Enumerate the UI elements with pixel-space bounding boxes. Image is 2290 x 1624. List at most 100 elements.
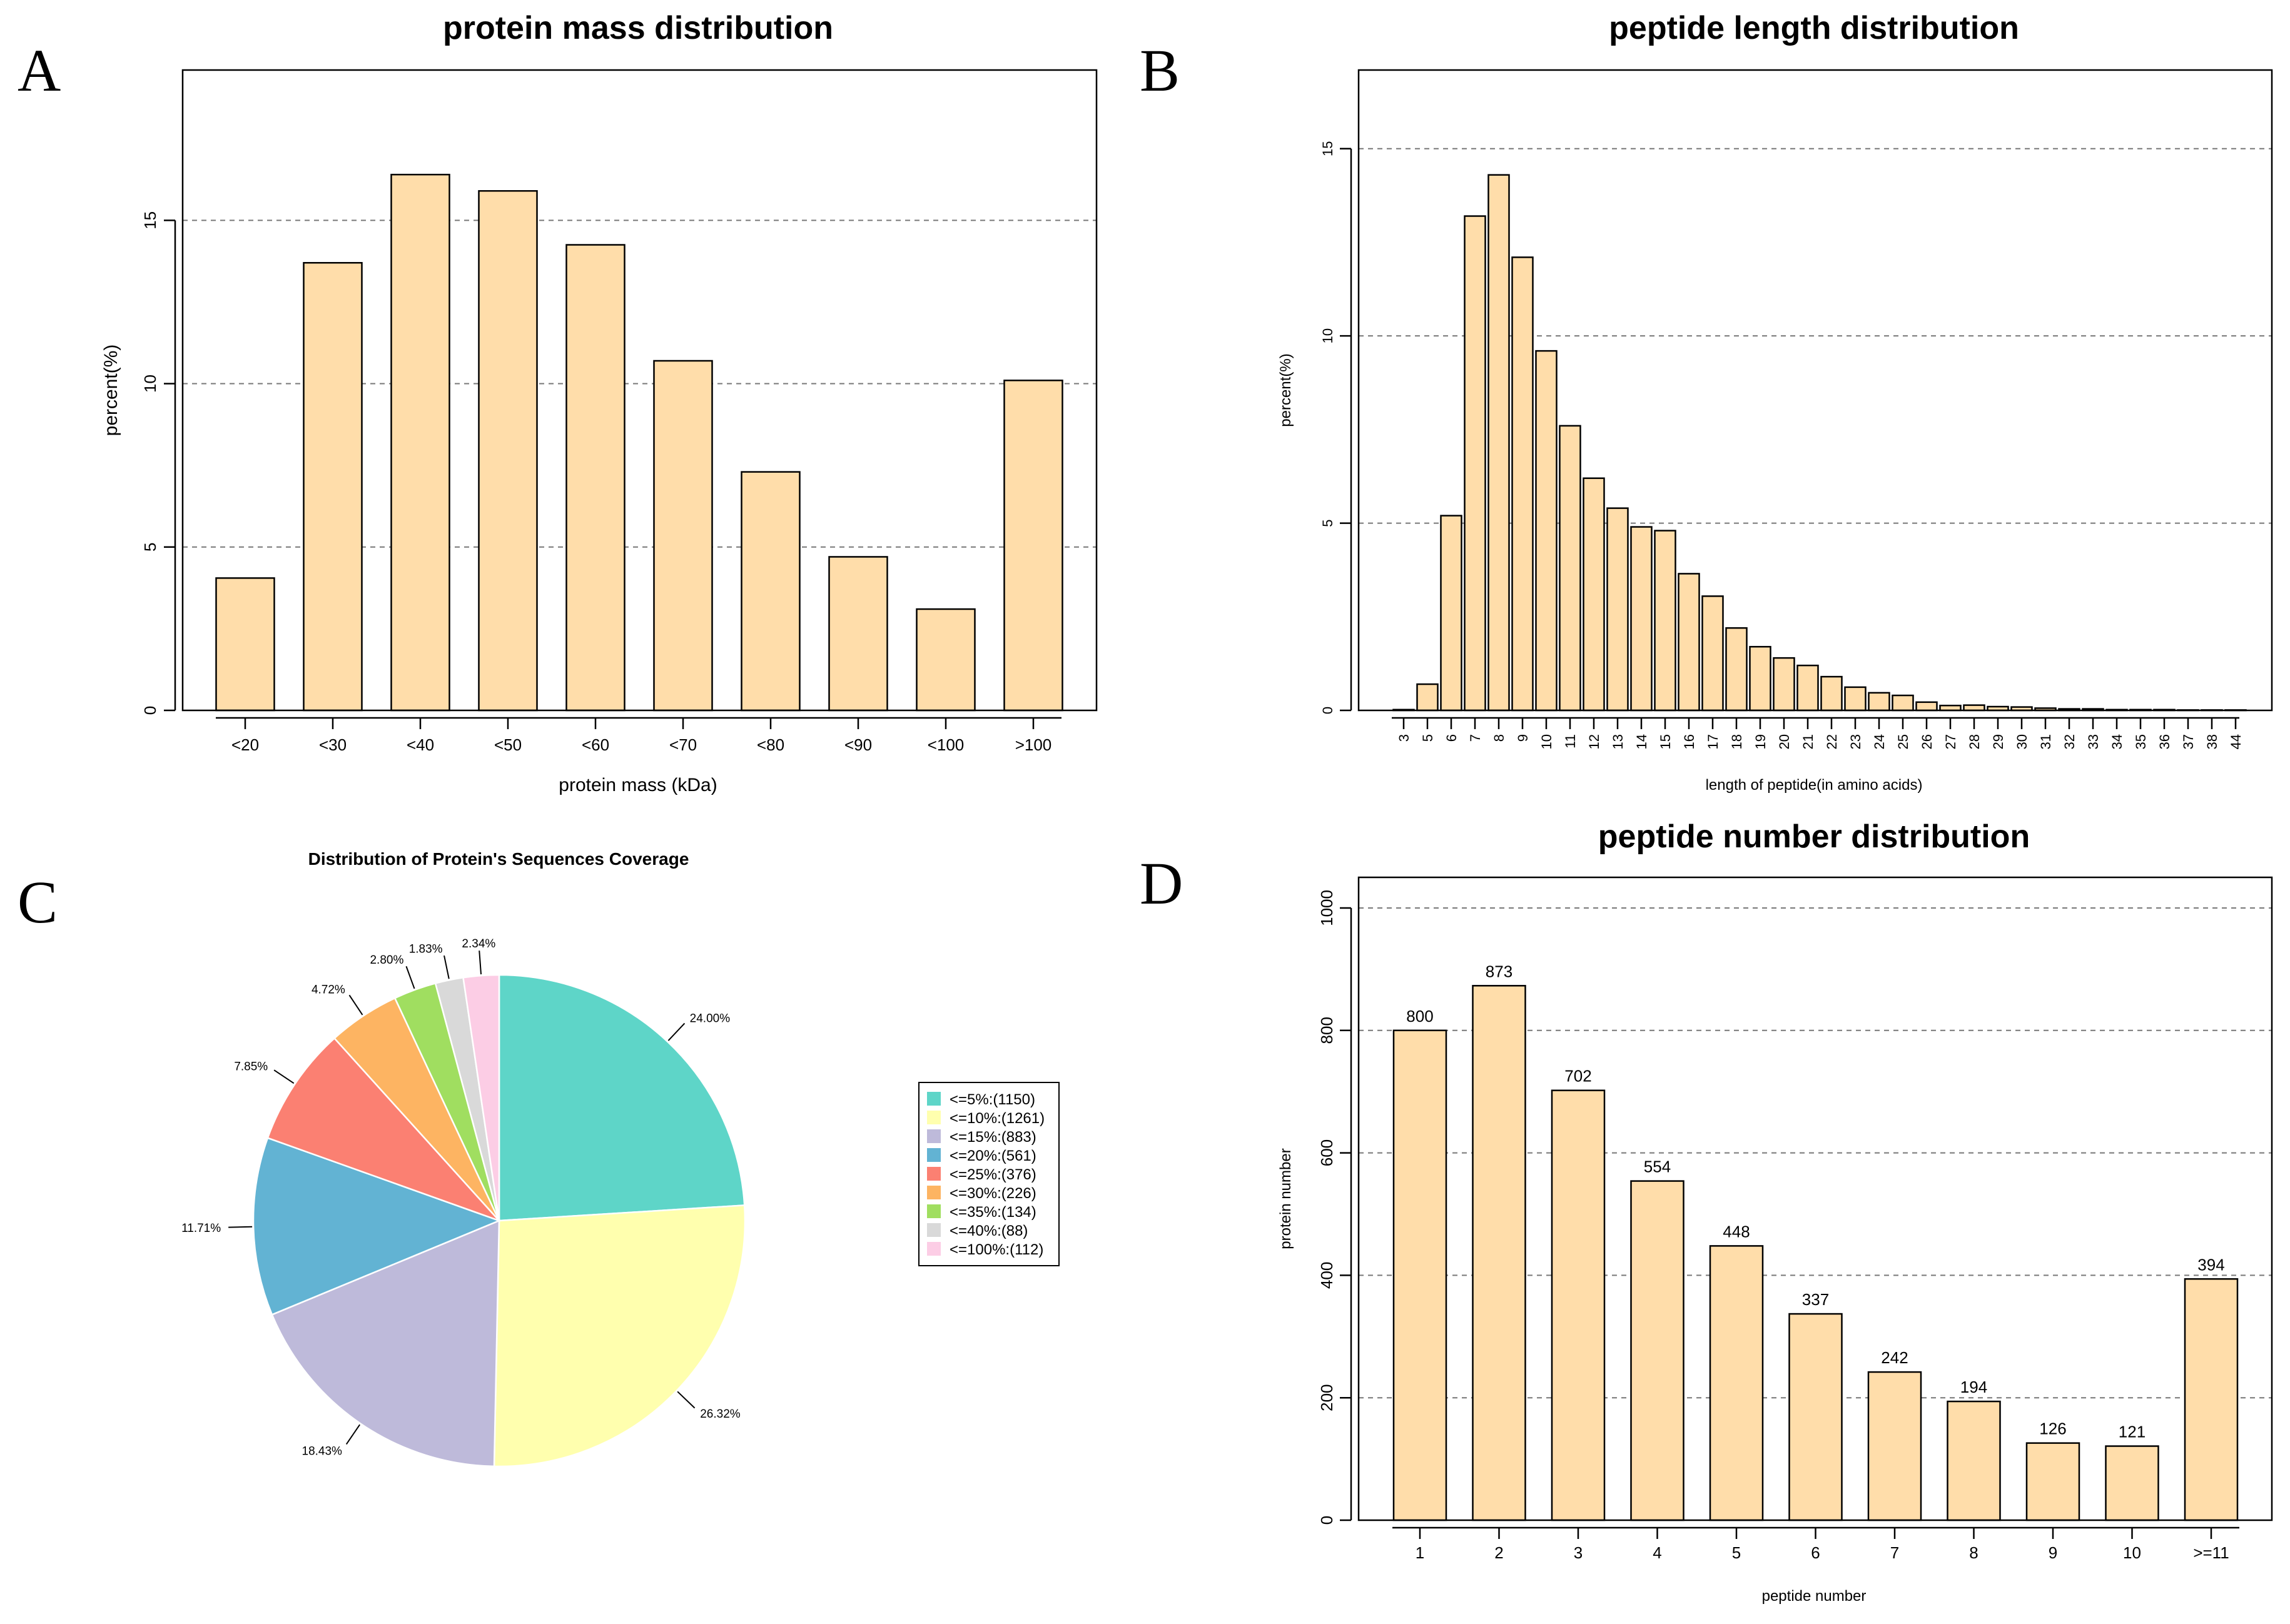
bar xyxy=(1392,1029,1447,1521)
data-label: 194 xyxy=(1960,1378,1987,1396)
bar xyxy=(1709,1245,1764,1521)
legend-swatch xyxy=(927,1111,941,1124)
bar xyxy=(2025,1442,2080,1521)
y-tick-label: 15 xyxy=(141,211,160,229)
y-axis: 0 200 400 600 800 1000 xyxy=(1317,890,1352,1525)
legend-label: <=40%:(88) xyxy=(950,1223,1028,1239)
y-axis-title: percent(%) xyxy=(1277,353,1294,426)
x-tick-label: <100 xyxy=(928,735,965,754)
pie-leader-line xyxy=(443,955,450,979)
pie-percent-label: 4.72% xyxy=(312,983,345,996)
bar xyxy=(1630,526,1653,712)
bar xyxy=(1440,515,1462,712)
bar xyxy=(215,577,275,712)
x-axis-title: protein mass (kDa) xyxy=(559,775,717,795)
bar xyxy=(1947,1400,2001,1521)
x-tick-label: 1 xyxy=(1416,1543,1424,1562)
panel-letter-d: D xyxy=(1140,850,1183,917)
x-tick-label: 25 xyxy=(1895,734,1911,749)
legend-swatch xyxy=(927,1148,941,1162)
x-tick-label: 7 xyxy=(1890,1543,1899,1562)
bar xyxy=(828,556,888,712)
pie-percent-label: 7.85% xyxy=(234,1060,268,1073)
gridlines xyxy=(1359,148,2272,524)
bar xyxy=(1678,573,1700,712)
x-tick-label: 23 xyxy=(1848,734,1863,749)
bar-series xyxy=(215,173,1063,712)
data-label: 702 xyxy=(1564,1067,1591,1086)
legend-label: <=25%:(376) xyxy=(950,1166,1036,1183)
x-tick-label: >100 xyxy=(1015,735,1052,754)
x-tick-label: <50 xyxy=(494,735,522,754)
y-tick-label: 5 xyxy=(1320,519,1335,527)
pie-leader-line xyxy=(667,1022,686,1041)
x-axis-title: peptide number xyxy=(1762,1588,1867,1605)
bar xyxy=(1725,627,1748,712)
y-tick-label: 1000 xyxy=(1317,890,1336,926)
data-label: 121 xyxy=(2119,1423,2146,1441)
legend-swatch xyxy=(927,1186,941,1199)
y-tick-label: 0 xyxy=(1320,707,1335,714)
y-axis-title: percent(%) xyxy=(101,345,121,436)
x-tick-label: 18 xyxy=(1729,734,1745,749)
bar xyxy=(1867,1371,1922,1521)
bar xyxy=(2105,1445,2159,1521)
x-tick-label: 38 xyxy=(2204,734,2220,749)
x-tick-label: <80 xyxy=(757,735,784,754)
data-labels: 800 873 702 554 448 337 242 194 126 121 394 xyxy=(1406,962,2224,1441)
pie-labels: 24.00% 26.32% 18.43% 11.71% 7.85% 4.72% 2.80% 1… xyxy=(181,937,741,1458)
x-tick-label: >=11 xyxy=(2193,1543,2229,1562)
x-tick-label: 15 xyxy=(1658,734,1673,749)
x-tick-label: 27 xyxy=(1943,734,1958,749)
pie-percent-label: 24.00% xyxy=(690,1012,731,1026)
bar xyxy=(1472,985,1526,1521)
legend-box xyxy=(918,1082,1060,1266)
x-tick-label: 21 xyxy=(1800,734,1816,749)
bar xyxy=(741,471,801,712)
x-tick-label: 26 xyxy=(1919,734,1935,749)
bar xyxy=(653,360,713,712)
plot-frame xyxy=(181,69,1098,712)
x-tick-label: 19 xyxy=(1753,734,1768,749)
legend-label: <=100%:(112) xyxy=(950,1241,1043,1258)
x-tick-label: 37 xyxy=(2181,734,2196,749)
bar xyxy=(1915,701,1938,712)
x-tick-label: 6 xyxy=(1811,1543,1820,1562)
legend-swatch xyxy=(927,1242,941,1256)
pie-leader-line xyxy=(228,1226,253,1228)
sequence-coverage-chart: Distribution of Protein's Sequences Cove… xyxy=(181,849,1060,1468)
legend-label: <=20%:(561) xyxy=(950,1147,1036,1164)
y-axis: 0 5 10 15 xyxy=(1320,141,1352,714)
bar xyxy=(1749,645,1771,712)
bar xyxy=(2184,1278,2239,1521)
pie-leader-line xyxy=(273,1069,295,1084)
data-label: 337 xyxy=(1802,1290,1829,1309)
data-label: 800 xyxy=(1406,1007,1433,1026)
x-tick-label: 14 xyxy=(1634,734,1649,749)
x-tick-label: 16 xyxy=(1681,734,1697,749)
panel-letter-c: C xyxy=(18,869,58,936)
bar xyxy=(1892,694,1914,712)
x-tick-label: 8 xyxy=(1491,734,1507,742)
x-axis: <20 <30 <40 <50 <60 <70 <80 <90 <100 >100 xyxy=(216,717,1061,754)
bar xyxy=(478,190,538,712)
legend-label: <=5%:(1150) xyxy=(950,1091,1035,1108)
y-tick-label: 10 xyxy=(141,375,160,393)
legend: <=5%:(1150) <=10%:(1261) <=15%:(883)<=20%:… xyxy=(918,1082,1060,1266)
x-tick-label: 4 xyxy=(1653,1543,1661,1562)
x-tick-label: 2 xyxy=(1494,1543,1503,1562)
x-tick-label: 31 xyxy=(2038,734,2054,749)
bar xyxy=(1583,477,1605,712)
bar xyxy=(1535,350,1558,712)
chart-title: peptide number distribution xyxy=(1598,819,2030,855)
bar xyxy=(1844,686,1867,712)
x-tick-label: 10 xyxy=(1539,734,1554,749)
bar xyxy=(1773,657,1795,712)
x-tick-label: 44 xyxy=(2228,734,2244,749)
legend-swatch xyxy=(927,1092,941,1106)
data-label: 126 xyxy=(2039,1420,2066,1438)
bar xyxy=(1606,507,1629,712)
x-tick-label: 11 xyxy=(1563,734,1578,749)
y-tick-label: 15 xyxy=(1320,141,1335,156)
x-tick-label: 3 xyxy=(1396,734,1412,742)
